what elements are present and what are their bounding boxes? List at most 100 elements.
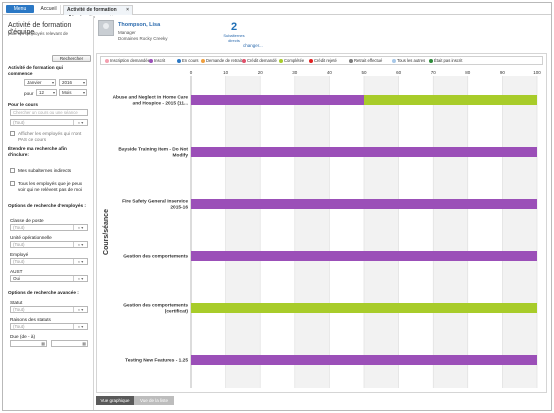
indirect-reports-checkbox[interactable] — [10, 168, 15, 173]
indirect-reports-label: Mes subalternes indirects — [18, 168, 72, 173]
due-to-input[interactable]: ▦ — [51, 340, 88, 347]
tab-graph-view[interactable]: Vue graphique — [96, 396, 134, 405]
bar — [191, 95, 364, 105]
legend-item[interactable]: Crédit rejeté — [309, 58, 337, 64]
user-name[interactable]: Thompson, Lisa — [118, 22, 161, 28]
legend-item[interactable]: Retrait effectué — [349, 58, 382, 64]
grid-band — [364, 76, 399, 388]
tab-home[interactable]: Accueil — [37, 5, 61, 15]
legend-dot-icon — [149, 58, 153, 63]
x-tick-label: 0 — [190, 70, 193, 75]
chevron-down-icon[interactable]: × ▾ — [73, 307, 87, 312]
avatar — [98, 20, 114, 36]
user-role: Manager — [118, 30, 136, 35]
tab-list-view[interactable]: Vue de la liste — [134, 396, 174, 405]
chevron-down-icon: ▾ — [52, 90, 55, 95]
legend-label: Était pas inscrit — [434, 58, 463, 63]
x-tick-label: 50 — [361, 70, 367, 75]
aust-label: AUST — [10, 269, 23, 274]
calendar-icon[interactable]: ▦ — [82, 341, 86, 346]
show-not-enrolled-label: Afficher les employés qui n'ont PAS ce c… — [18, 131, 82, 142]
status-value: (Tout) — [13, 307, 25, 312]
x-tick-label: 60 — [396, 70, 402, 75]
chevron-down-icon[interactable]: × ▾ — [73, 259, 87, 264]
period-unit-select[interactable]: Mois ▾ — [59, 89, 87, 96]
legend-dot-icon — [177, 58, 181, 63]
course-select[interactable]: (Tout) × ▾ — [10, 119, 88, 126]
legend-dot-icon — [349, 58, 353, 63]
show-not-enrolled-checkbox[interactable] — [10, 131, 15, 136]
legend-dot-icon — [105, 58, 109, 63]
status-reasons-label: Raisons des statuts — [10, 317, 51, 322]
legend-item[interactable]: Était pas inscrit — [429, 58, 462, 64]
legend-label: Crédit demandé — [247, 58, 277, 63]
course-select-value: (Tout) — [13, 120, 25, 125]
page-title: Activité de formation d'équipe — [8, 22, 72, 36]
legend-item[interactable]: Inscription demandée — [105, 58, 150, 64]
employee-select[interactable]: (Tout) × ▾ — [10, 258, 88, 265]
close-icon[interactable]: × — [126, 7, 129, 13]
period-select[interactable]: 12 ▾ — [36, 89, 57, 96]
menu-button[interactable]: Menu — [6, 5, 34, 13]
grid-band — [225, 76, 261, 388]
op-unit-select[interactable]: (Tout) × ▾ — [10, 241, 88, 248]
chevron-down-icon: ▾ — [82, 80, 85, 85]
month-select[interactable]: Janvier ▾ — [24, 79, 56, 86]
legend-label: Retrait effectué — [354, 58, 383, 63]
legend-item[interactable]: Complétée — [279, 58, 304, 64]
legend-dot-icon — [392, 58, 396, 63]
period-unit-value: Mois — [62, 90, 72, 95]
employee-options-label: Options de recherche d'employés : — [8, 203, 86, 208]
legend-item[interactable]: Crédit demandé — [242, 58, 277, 64]
position-class-select[interactable]: (Tout) × ▾ — [10, 224, 88, 231]
legend-dot-icon — [429, 58, 433, 63]
op-unit-label: Unité opérationnelle — [10, 235, 52, 240]
x-tick-label: 30 — [292, 70, 298, 75]
position-class-label: Classe de poste — [10, 218, 44, 223]
bar — [191, 199, 537, 209]
year-value: 2016 — [62, 80, 73, 85]
bar — [191, 147, 537, 157]
category-label: (certificat) — [165, 309, 189, 315]
all-visible-label: Tous les employés que je peux voir qui n… — [18, 181, 83, 192]
category-label: Bayside Training Item - Do Not — [118, 147, 188, 153]
category-label: Gestion des comportements — [123, 303, 188, 309]
all-visible-checkbox[interactable] — [10, 181, 15, 186]
legend-dot-icon — [279, 58, 283, 63]
since-label: Activité de formation qui commence — [8, 65, 63, 76]
chevron-down-icon[interactable]: × ▾ — [73, 120, 87, 125]
chevron-down-icon[interactable]: × ▾ — [73, 324, 87, 329]
subordinates-count[interactable]: 2 — [230, 21, 238, 33]
chevron-down-icon[interactable]: × ▾ — [73, 276, 87, 281]
grid-band — [433, 76, 468, 388]
aust-select[interactable]: Oui × ▾ — [10, 275, 88, 282]
chevron-down-icon[interactable]: × ▾ — [73, 242, 87, 247]
chevron-down-icon: ▾ — [82, 90, 85, 95]
legend-item[interactable]: Demande de retrait — [201, 58, 242, 64]
x-tick-label: 10 — [223, 70, 229, 75]
status-select[interactable]: (Tout) × ▾ — [10, 306, 88, 313]
x-tick-label: 70 — [431, 70, 437, 75]
search-button[interactable]: Rechercher — [52, 55, 91, 62]
legend-item[interactable]: Tous les autres — [392, 58, 425, 64]
calendar-icon[interactable]: ▦ — [41, 341, 45, 346]
legend-label: Tous les autres — [397, 58, 426, 63]
legend-label: Inscription demandée — [110, 58, 151, 63]
legend-item[interactable]: En cours — [177, 58, 199, 64]
legend-label: Complétée — [284, 58, 305, 63]
status-reasons-select[interactable]: (Tout) × ▾ — [10, 323, 88, 330]
category-label: Gestion des comportements — [123, 254, 188, 260]
change-link[interactable]: changer... — [243, 43, 263, 48]
x-tick-label: 100 — [533, 70, 541, 75]
legend-item[interactable]: Inscrit — [149, 58, 165, 64]
category-label: Modify — [173, 153, 189, 159]
x-tick-label: 90 — [500, 70, 506, 75]
course-search-input[interactable]: Chercher un cours ou une séance — [10, 109, 88, 116]
legend-dot-icon — [309, 58, 313, 63]
year-select[interactable]: 2016 ▾ — [59, 79, 87, 86]
page-subtitle: pour les employés relevant de — [8, 31, 69, 36]
chevron-down-icon[interactable]: × ▾ — [73, 225, 87, 230]
grid-band — [294, 76, 330, 388]
due-from-input[interactable]: ▦ — [10, 340, 47, 347]
bar — [191, 355, 537, 365]
